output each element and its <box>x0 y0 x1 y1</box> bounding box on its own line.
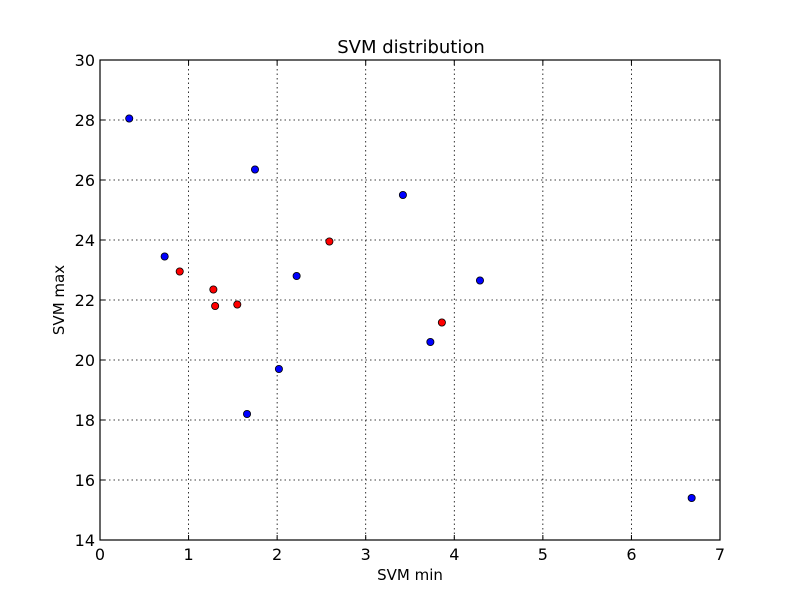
plot-frame <box>99 59 721 541</box>
y-tick-label: 18 <box>75 411 95 430</box>
y-axis-label: SVM max <box>50 265 68 335</box>
data-point <box>325 237 334 246</box>
data-point <box>398 190 407 199</box>
data-point <box>274 364 283 373</box>
data-point <box>475 276 484 285</box>
x-tick-label: 4 <box>449 545 459 564</box>
grid-lines <box>100 60 720 540</box>
y-tick-label: 20 <box>75 351 95 370</box>
y-tick-label: 28 <box>75 111 95 130</box>
data-point <box>292 271 301 280</box>
data-point <box>125 114 134 123</box>
data-point <box>437 318 446 327</box>
data-point <box>687 493 696 502</box>
data-point <box>209 285 218 294</box>
y-tick-label: 16 <box>75 471 95 490</box>
x-tick-label: 0 <box>95 545 105 564</box>
y-tick-label: 26 <box>75 171 95 190</box>
y-tick-label: 24 <box>75 231 95 250</box>
data-point <box>160 252 169 261</box>
y-tick-label: 22 <box>75 291 95 310</box>
data-points <box>125 114 696 502</box>
chart-title: SVM distribution <box>337 37 485 58</box>
x-tick-label: 6 <box>626 545 636 564</box>
x-tick-label: 1 <box>183 545 193 564</box>
data-point <box>243 409 252 418</box>
x-tick-label: 7 <box>715 545 725 564</box>
x-axis-label: SVM min <box>377 566 443 584</box>
data-point <box>250 165 259 174</box>
y-tick-labels: 14 16 18 20 22 24 26 28 30 <box>75 51 95 550</box>
data-point <box>426 337 435 346</box>
x-tick-label: 2 <box>272 545 282 564</box>
y-tick-label: 14 <box>75 531 95 550</box>
x-tick-labels: 0 1 2 3 4 5 6 7 <box>95 545 725 564</box>
data-point <box>175 267 184 276</box>
data-point <box>211 301 220 310</box>
y-tick-label: 30 <box>75 51 95 70</box>
x-tick-label: 3 <box>361 545 371 564</box>
x-tick-label: 5 <box>538 545 548 564</box>
data-point <box>233 300 242 309</box>
